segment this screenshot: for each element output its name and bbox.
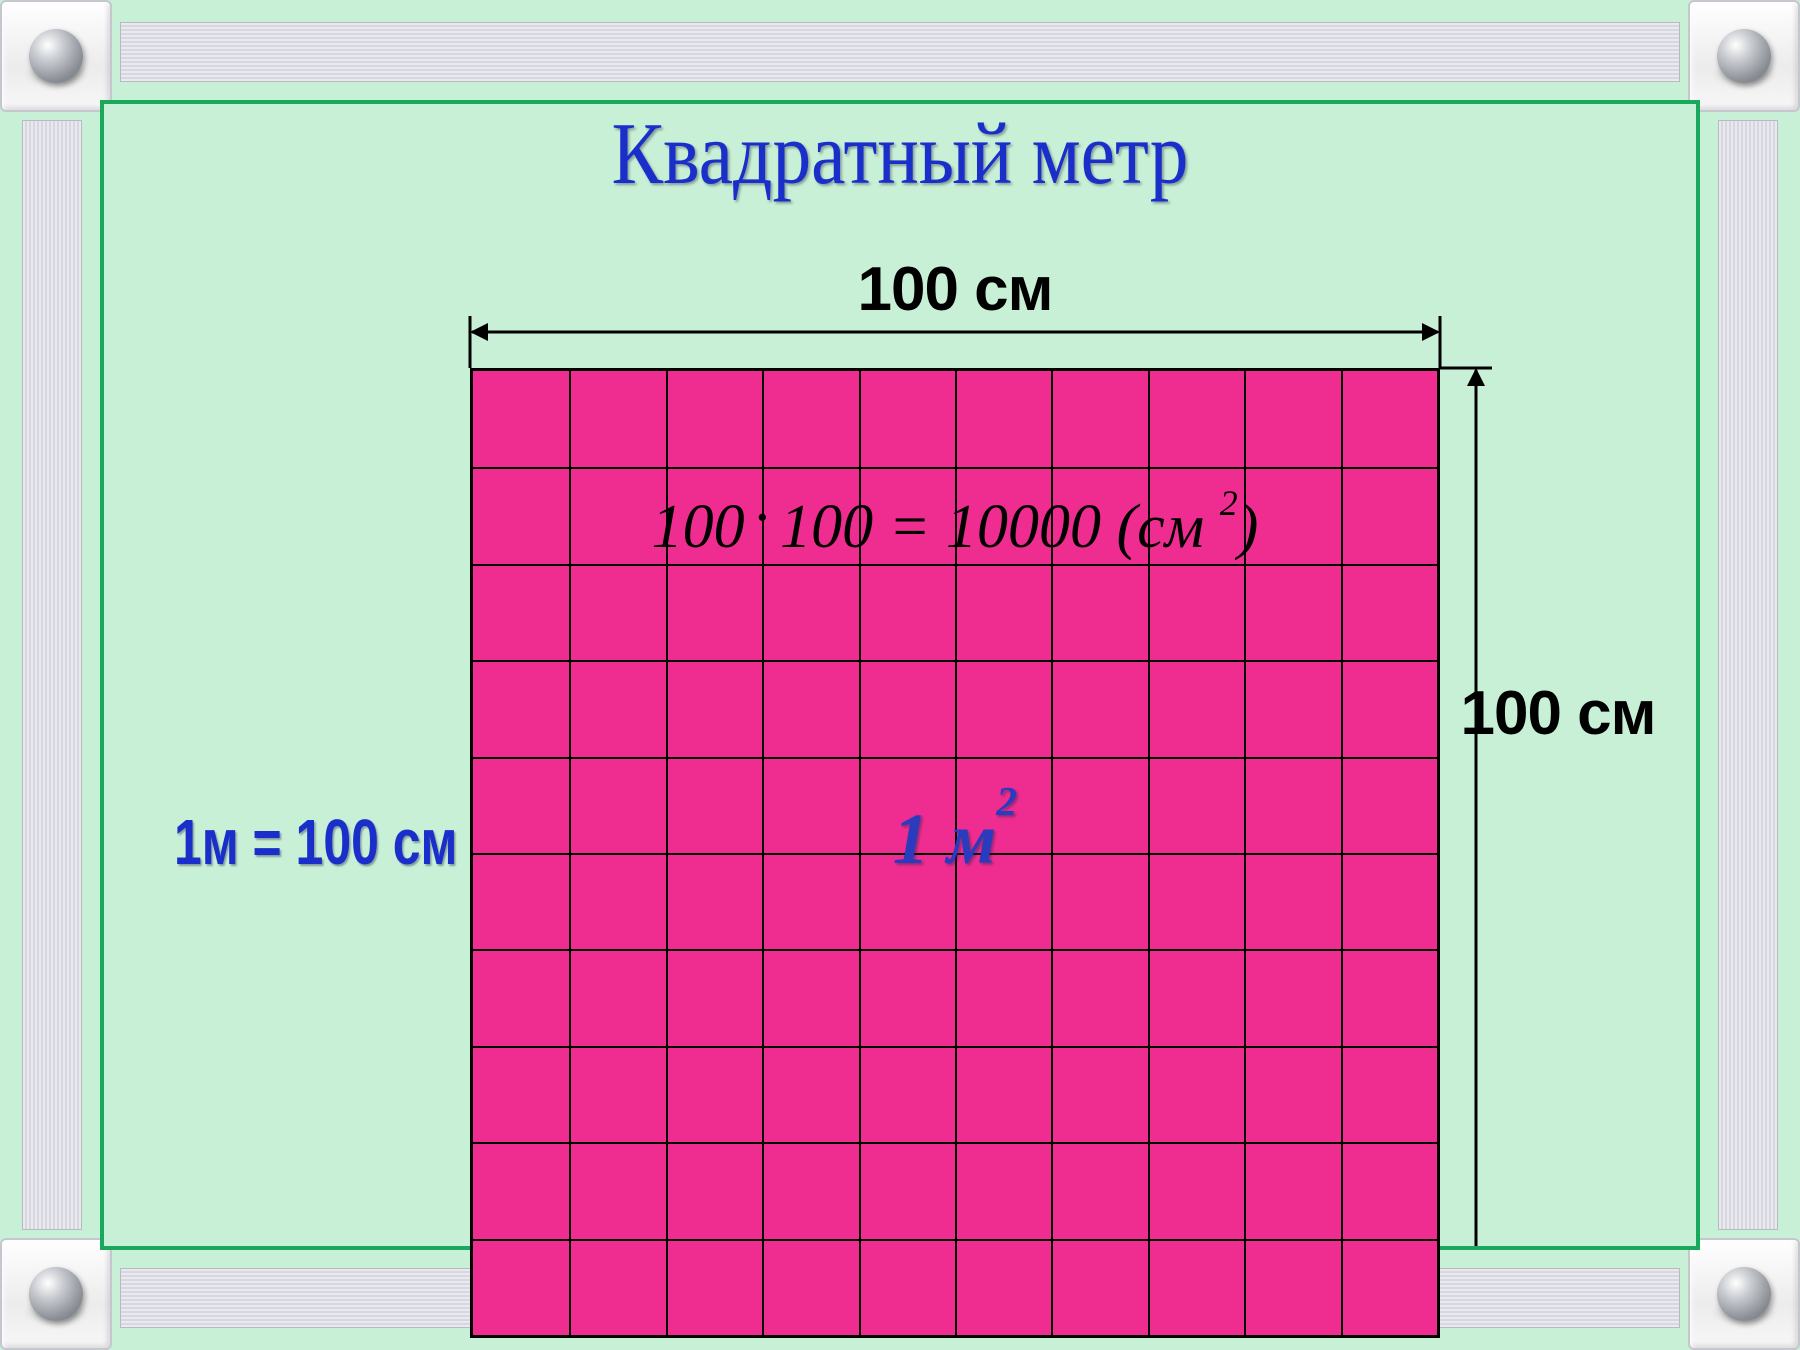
formula-unit-open: ( xyxy=(1116,493,1137,561)
frame-bar-left xyxy=(22,120,82,1230)
frame-corner-icon xyxy=(1688,0,1800,112)
formula-unit-close: ) xyxy=(1238,493,1259,561)
area-formula: 100·100 = 10000 (см 2) xyxy=(652,492,1259,563)
m2-exp: 2 xyxy=(996,779,1017,825)
dimension-top-label: 100 см xyxy=(857,254,1052,325)
conversion-note: 1м = 100 см xyxy=(174,805,457,879)
frame-bar-top xyxy=(120,22,1680,82)
m2-value: 1 м xyxy=(893,799,996,879)
content-panel: Квадратный метр 1м = 100 см 100·100 = 10… xyxy=(100,100,1700,1250)
formula-eq: = xyxy=(889,493,931,561)
frame-bar-right xyxy=(1718,120,1778,1230)
formula-unit-exp: 2 xyxy=(1220,483,1238,523)
formula-a: 100 xyxy=(652,493,745,561)
dimension-right-label: 100 см xyxy=(1460,678,1655,749)
formula-b: 100 xyxy=(780,493,873,561)
formula-unit: см xyxy=(1137,493,1204,561)
dot-icon: · xyxy=(745,484,781,552)
square-meter-label: 1 м2 xyxy=(893,798,1017,881)
meter-square: 100·100 = 10000 (см 2) 1 м2 xyxy=(470,368,1440,1338)
formula-res: 10000 xyxy=(946,493,1101,561)
frame-corner-icon xyxy=(0,1238,112,1350)
title: Квадратный метр xyxy=(200,104,1601,205)
frame-corner-icon xyxy=(0,0,112,112)
frame-corner-icon xyxy=(1688,1238,1800,1350)
